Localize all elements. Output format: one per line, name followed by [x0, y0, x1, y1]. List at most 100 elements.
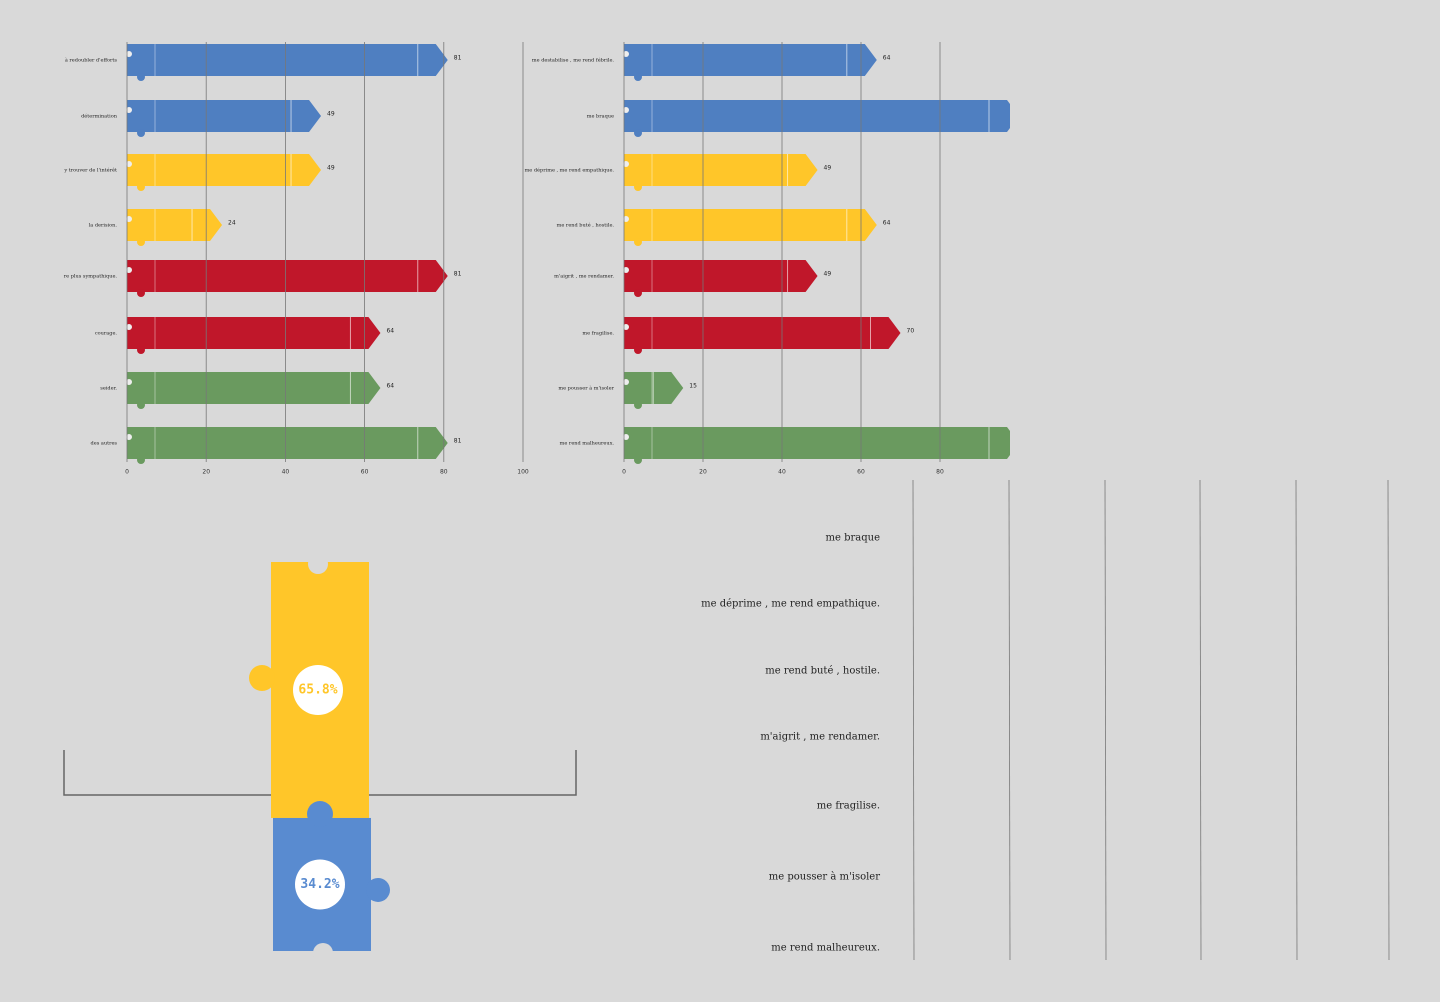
column-line: [1008, 479, 1011, 961]
value-badge: [293, 664, 343, 715]
column-line: [1295, 479, 1298, 961]
puzzle-knob: [634, 346, 642, 354]
puzzle-hole: [126, 267, 132, 273]
bar: [127, 372, 381, 404]
x-tick-label: 100: [517, 469, 529, 476]
category-label: la derision.: [89, 223, 118, 229]
value-label: 64: [386, 383, 394, 390]
knob: [249, 665, 275, 691]
value-label: 49: [824, 165, 832, 172]
puzzle-knob: [137, 456, 145, 464]
category-label: m'aigrit , me rendamer.: [554, 274, 614, 280]
category-label: me destabilise , me rend fébrile.: [532, 57, 615, 64]
value-label: 49: [824, 271, 832, 278]
puzzle-hole: [623, 379, 629, 385]
x-tick-label: 60: [857, 469, 865, 476]
puzzle-knob: [137, 183, 145, 191]
bar: [127, 44, 448, 76]
puzzle-knob: [634, 183, 642, 191]
list-label: me rend malheureux.: [771, 943, 880, 954]
column-line: [1199, 479, 1202, 961]
puzzle-hole: [623, 161, 629, 167]
bar-chart: [126, 44, 448, 464]
bar: [624, 44, 877, 76]
puzzle-knob: [137, 401, 145, 409]
value-label: 81: [454, 55, 462, 62]
puzzle-hole: [126, 161, 132, 167]
column-line: [1387, 479, 1390, 961]
list-label: me fragilise.: [817, 801, 880, 812]
category-label: me rend buté , hostile.: [557, 222, 615, 229]
category-label: y trouver de l'intérêt: [63, 167, 117, 174]
knob: [307, 800, 333, 827]
puzzle-knob: [137, 129, 145, 137]
list-label: me pousser à m'isoler: [769, 872, 880, 883]
bar: [624, 100, 1010, 132]
puzzle-knob: [634, 129, 642, 137]
bar: [624, 317, 901, 349]
puzzle-knob: [634, 401, 642, 409]
x-tick-label: 0: [125, 469, 129, 476]
puzzle-knob: [137, 346, 145, 354]
list-label: me braque: [826, 533, 881, 544]
value-label: 70: [907, 328, 915, 335]
notch: [313, 943, 333, 963]
x-tick-label: 80: [936, 469, 944, 476]
knob: [366, 877, 390, 902]
bar-chart: [623, 44, 1010, 464]
puzzle-knob: [634, 289, 642, 297]
puzzle-hole: [623, 267, 629, 273]
puzzle-hole: [623, 324, 629, 330]
column-line: [1104, 479, 1107, 961]
puzzle-hole: [126, 51, 132, 57]
notch: [308, 554, 328, 574]
bar: [127, 154, 322, 186]
bar: [624, 209, 877, 241]
category-label: à redoubler d'efforts: [65, 57, 118, 64]
category-label: me pousser à m'isoler: [558, 385, 614, 392]
category-label: seider.: [100, 386, 117, 392]
puzzle-hole: [126, 379, 132, 385]
bar: [127, 209, 223, 241]
value-label: 49: [327, 165, 335, 172]
category-label: me braque: [587, 114, 614, 120]
value-label: 15: [689, 383, 697, 390]
value-label: 81: [454, 271, 462, 278]
puzzle-knob: [634, 456, 642, 464]
x-tick-label: 20: [202, 469, 210, 476]
value-label: 64: [883, 220, 891, 227]
category-label: me fragilise.: [582, 331, 614, 337]
category-label: me rend malheureux.: [560, 441, 615, 447]
bar: [624, 260, 818, 292]
list-label: me rend buté , hostile.: [765, 666, 880, 677]
x-tick-label: 0: [622, 469, 626, 476]
puzzle-hole: [126, 107, 132, 113]
puzzle-knob: [137, 289, 145, 297]
category-label: courage.: [95, 331, 118, 337]
bar: [127, 260, 448, 292]
puzzle-knob: [634, 73, 642, 81]
value-label: 49: [327, 111, 335, 118]
list-label: me déprime , me rend empathique.: [701, 599, 880, 610]
puzzle-hole: [126, 434, 132, 440]
puzzle-knob: [634, 238, 642, 246]
bar: [127, 427, 448, 459]
category-label: re plus sympathique.: [64, 274, 118, 280]
x-tick-label: 40: [282, 469, 290, 476]
x-tick-label: 40: [778, 469, 786, 476]
bar: [624, 154, 818, 186]
puzzle-knob: [137, 73, 145, 81]
bar: [127, 317, 381, 349]
value-label: 81: [454, 438, 462, 445]
category-label: me déprime , me rend empathique.: [525, 167, 615, 174]
x-tick-label: 80: [440, 469, 448, 476]
puzzle-hole: [623, 107, 629, 113]
puzzle-knob: [137, 238, 145, 246]
category-label: des autres: [91, 441, 118, 447]
puzzle-hole: [126, 216, 132, 222]
category-label: détermination: [81, 113, 118, 120]
value-badge: [295, 859, 345, 910]
bar: [127, 100, 322, 132]
